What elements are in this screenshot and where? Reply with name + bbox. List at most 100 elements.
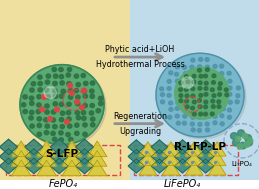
Circle shape xyxy=(30,88,34,92)
Polygon shape xyxy=(128,159,145,173)
Circle shape xyxy=(67,82,71,86)
Circle shape xyxy=(66,132,70,137)
Polygon shape xyxy=(0,149,17,164)
Polygon shape xyxy=(128,149,145,163)
Circle shape xyxy=(169,71,173,75)
Polygon shape xyxy=(208,151,226,166)
Text: Phytic acid+LiOH: Phytic acid+LiOH xyxy=(105,45,175,54)
Circle shape xyxy=(37,123,41,128)
Circle shape xyxy=(90,103,95,108)
Circle shape xyxy=(213,64,217,68)
Circle shape xyxy=(213,72,218,76)
Circle shape xyxy=(199,57,203,61)
Circle shape xyxy=(46,74,51,78)
Circle shape xyxy=(198,68,201,72)
Polygon shape xyxy=(76,139,93,155)
Circle shape xyxy=(191,101,195,104)
Circle shape xyxy=(83,123,87,127)
Circle shape xyxy=(30,124,34,128)
Circle shape xyxy=(175,114,179,118)
Circle shape xyxy=(74,88,78,93)
Polygon shape xyxy=(37,151,56,166)
Polygon shape xyxy=(139,142,157,156)
Circle shape xyxy=(228,100,232,104)
Circle shape xyxy=(199,93,203,97)
Circle shape xyxy=(83,94,88,98)
Polygon shape xyxy=(88,151,107,166)
Circle shape xyxy=(37,132,41,136)
Circle shape xyxy=(160,87,164,91)
Text: FePO₄: FePO₄ xyxy=(48,179,77,189)
Circle shape xyxy=(206,93,210,97)
Circle shape xyxy=(198,81,202,85)
Bar xyxy=(0,0,130,180)
Polygon shape xyxy=(37,160,56,176)
Circle shape xyxy=(75,101,80,106)
Text: LiFePO₄: LiFePO₄ xyxy=(163,179,200,189)
Circle shape xyxy=(168,115,172,119)
Circle shape xyxy=(40,107,45,112)
Circle shape xyxy=(205,122,209,126)
Polygon shape xyxy=(185,142,203,156)
Polygon shape xyxy=(151,149,168,163)
Circle shape xyxy=(175,79,179,83)
Circle shape xyxy=(51,131,55,136)
Polygon shape xyxy=(62,160,82,176)
Text: S-LFP: S-LFP xyxy=(45,149,78,159)
Circle shape xyxy=(204,93,208,96)
Circle shape xyxy=(81,111,86,115)
Circle shape xyxy=(183,65,186,69)
Circle shape xyxy=(190,122,194,126)
Circle shape xyxy=(67,117,71,121)
Circle shape xyxy=(182,86,186,90)
Circle shape xyxy=(59,67,63,72)
Circle shape xyxy=(44,87,56,99)
Circle shape xyxy=(59,74,64,79)
Circle shape xyxy=(211,88,214,92)
Circle shape xyxy=(190,86,194,90)
Circle shape xyxy=(198,87,202,90)
Circle shape xyxy=(244,135,251,141)
Circle shape xyxy=(199,112,203,116)
Circle shape xyxy=(205,108,209,112)
Circle shape xyxy=(220,79,224,83)
Circle shape xyxy=(82,116,86,120)
Circle shape xyxy=(37,95,41,99)
Circle shape xyxy=(198,108,202,112)
Circle shape xyxy=(60,81,64,85)
Circle shape xyxy=(48,117,52,121)
Circle shape xyxy=(167,87,171,90)
Polygon shape xyxy=(62,151,82,166)
Circle shape xyxy=(182,77,194,88)
Polygon shape xyxy=(50,149,68,164)
Polygon shape xyxy=(76,158,93,174)
Circle shape xyxy=(31,82,36,86)
Circle shape xyxy=(68,88,73,93)
Circle shape xyxy=(175,72,178,76)
Circle shape xyxy=(227,115,232,119)
Circle shape xyxy=(212,94,216,97)
Circle shape xyxy=(184,94,188,97)
Circle shape xyxy=(218,87,221,90)
Circle shape xyxy=(211,105,215,108)
Circle shape xyxy=(236,94,240,98)
Text: Hydrothermal Process: Hydrothermal Process xyxy=(96,60,184,69)
Circle shape xyxy=(66,111,71,115)
Circle shape xyxy=(217,105,221,108)
Circle shape xyxy=(59,102,64,106)
Circle shape xyxy=(198,122,202,126)
Circle shape xyxy=(29,96,34,100)
Circle shape xyxy=(98,96,103,101)
Circle shape xyxy=(186,80,190,84)
Circle shape xyxy=(235,100,239,104)
Circle shape xyxy=(185,99,189,103)
Circle shape xyxy=(75,111,80,115)
Circle shape xyxy=(212,80,216,83)
Circle shape xyxy=(64,119,69,124)
Circle shape xyxy=(83,104,87,108)
Circle shape xyxy=(176,101,180,105)
Circle shape xyxy=(183,114,187,118)
Circle shape xyxy=(198,65,202,69)
Circle shape xyxy=(44,131,49,135)
Circle shape xyxy=(191,106,195,110)
